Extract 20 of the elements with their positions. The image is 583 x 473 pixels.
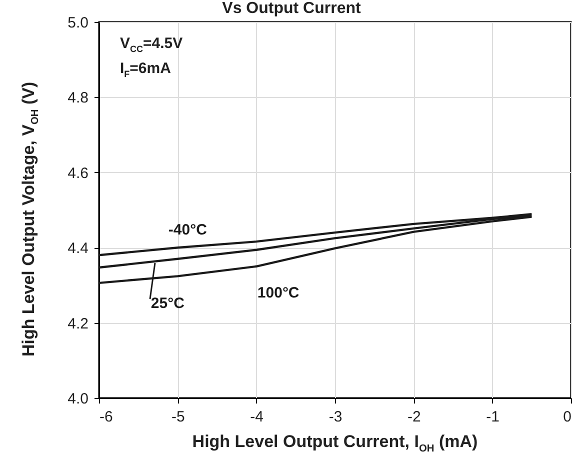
series-label: 100°C bbox=[257, 284, 300, 302]
x-tick-label: -5 bbox=[171, 408, 185, 426]
y-tick-label: 4.8 bbox=[68, 90, 88, 107]
y-tick-label: 4.2 bbox=[68, 315, 88, 332]
x-tick-label: -2 bbox=[407, 408, 421, 426]
annotation: I$_{F}$=6mA bbox=[120, 60, 171, 79]
x-tick-label: -6 bbox=[100, 408, 113, 426]
series-label: -40°C bbox=[168, 222, 208, 239]
x-axis-title: High Level Output Current, I$_{OH}$ (mA) bbox=[191, 432, 479, 454]
x-tick-label: -1 bbox=[486, 408, 500, 426]
chart-title: Vs Output Current bbox=[222, 0, 361, 17]
y-tick-label: 5.0 bbox=[68, 14, 88, 32]
y-tick-label: 4.6 bbox=[68, 164, 88, 182]
x-tick-label: -3 bbox=[328, 408, 342, 426]
annotation: V$_{CC}$=4.5V bbox=[120, 35, 183, 54]
x-tick-label: -4 bbox=[250, 408, 264, 426]
x-tick-label: 0 bbox=[563, 408, 572, 426]
y-tick-label: 4.0 bbox=[68, 390, 88, 408]
y-tick-label: 4.4 bbox=[68, 240, 88, 258]
legend-label: 25°C bbox=[150, 294, 185, 312]
